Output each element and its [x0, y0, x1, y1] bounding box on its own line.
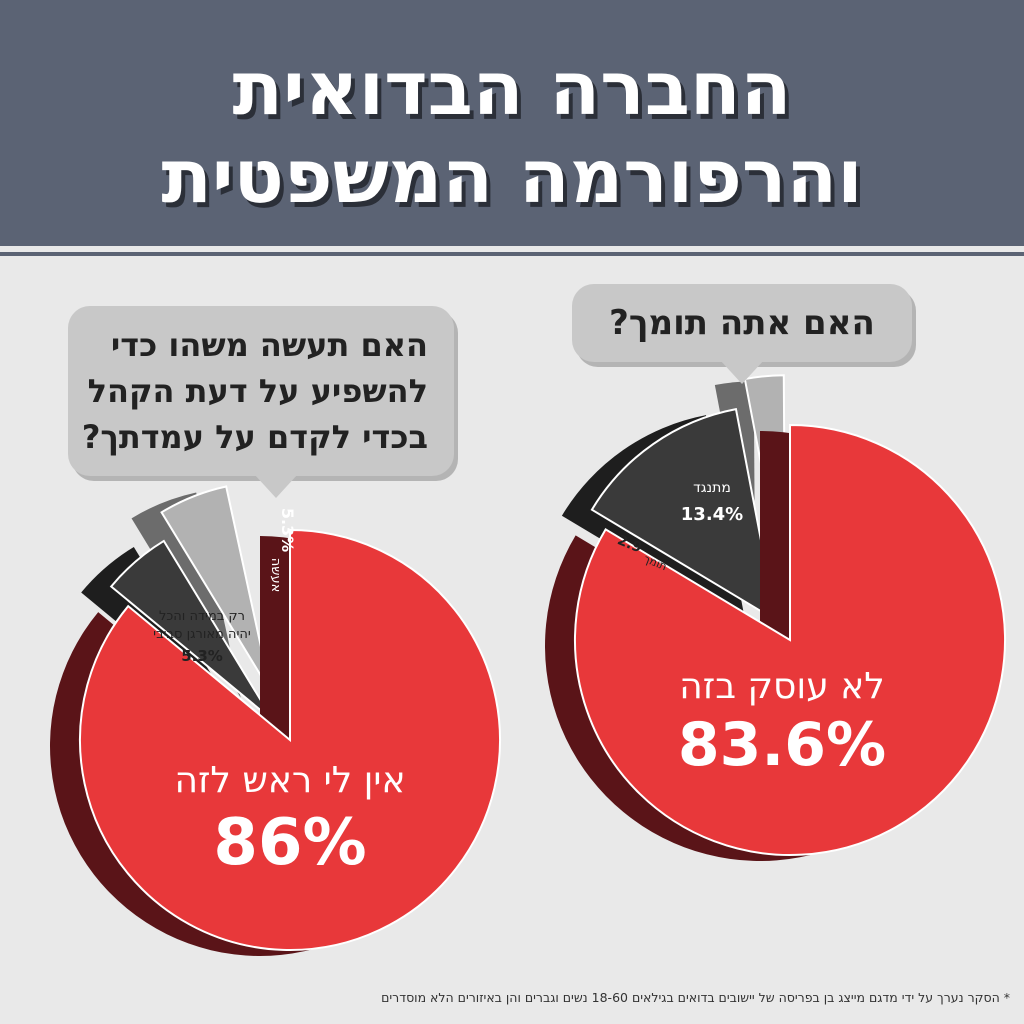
slice-label-will-act: אעשה	[268, 558, 283, 593]
header-banner	[0, 0, 1024, 246]
pie-slice	[79, 528, 501, 951]
slice-value-no-time: 86%	[213, 806, 366, 880]
question-action-line-2: להשפיע על דעת הקהל	[87, 372, 428, 410]
pie-slice	[574, 423, 1006, 856]
question-support: האם אתה תומך?	[609, 303, 875, 343]
pie-slice	[590, 407, 778, 623]
question-bubble-support: האם אתה תומך?	[572, 284, 912, 384]
question-bubble-action: האם תעשה משהו כדי להשפיע על דעת הקהל בכד…	[68, 306, 454, 498]
bubble-tail	[720, 360, 764, 384]
slice-label-no-time: אין לי ראש לזה	[174, 760, 405, 801]
survey-footnote: * הסקר נערך על ידי מדגם מייצג בן בפריסה …	[381, 990, 1010, 1005]
slice-value-conditional: 5.3%	[181, 647, 223, 665]
question-action-line-1: האם תעשה משהו כדי	[110, 326, 428, 364]
pie-slice	[109, 539, 274, 722]
bubble-tail	[254, 474, 298, 498]
title-line-1: החברה הבדואית	[232, 46, 792, 132]
slice-label-conditional-2: יהיה מאורגן סביבי	[153, 627, 251, 642]
question-action-line-3: בכדי לקדם על עמדתך?	[81, 418, 428, 456]
slice-value-oppose: 13.4%	[681, 504, 743, 525]
pie-slice	[160, 485, 272, 693]
slice-value-will-act: 5.3%	[278, 508, 297, 552]
slice-label-not-involved: לא עוסק בזה	[679, 666, 884, 707]
title-line-2: והרפורמה המשפטית	[161, 134, 863, 220]
header-divider	[0, 252, 1024, 256]
slice-value-not-involved: 83.6%	[678, 710, 886, 780]
slice-label-oppose: מתנגד	[693, 480, 731, 496]
slice-label-conditional-1: רק במידה והכל	[159, 609, 245, 624]
